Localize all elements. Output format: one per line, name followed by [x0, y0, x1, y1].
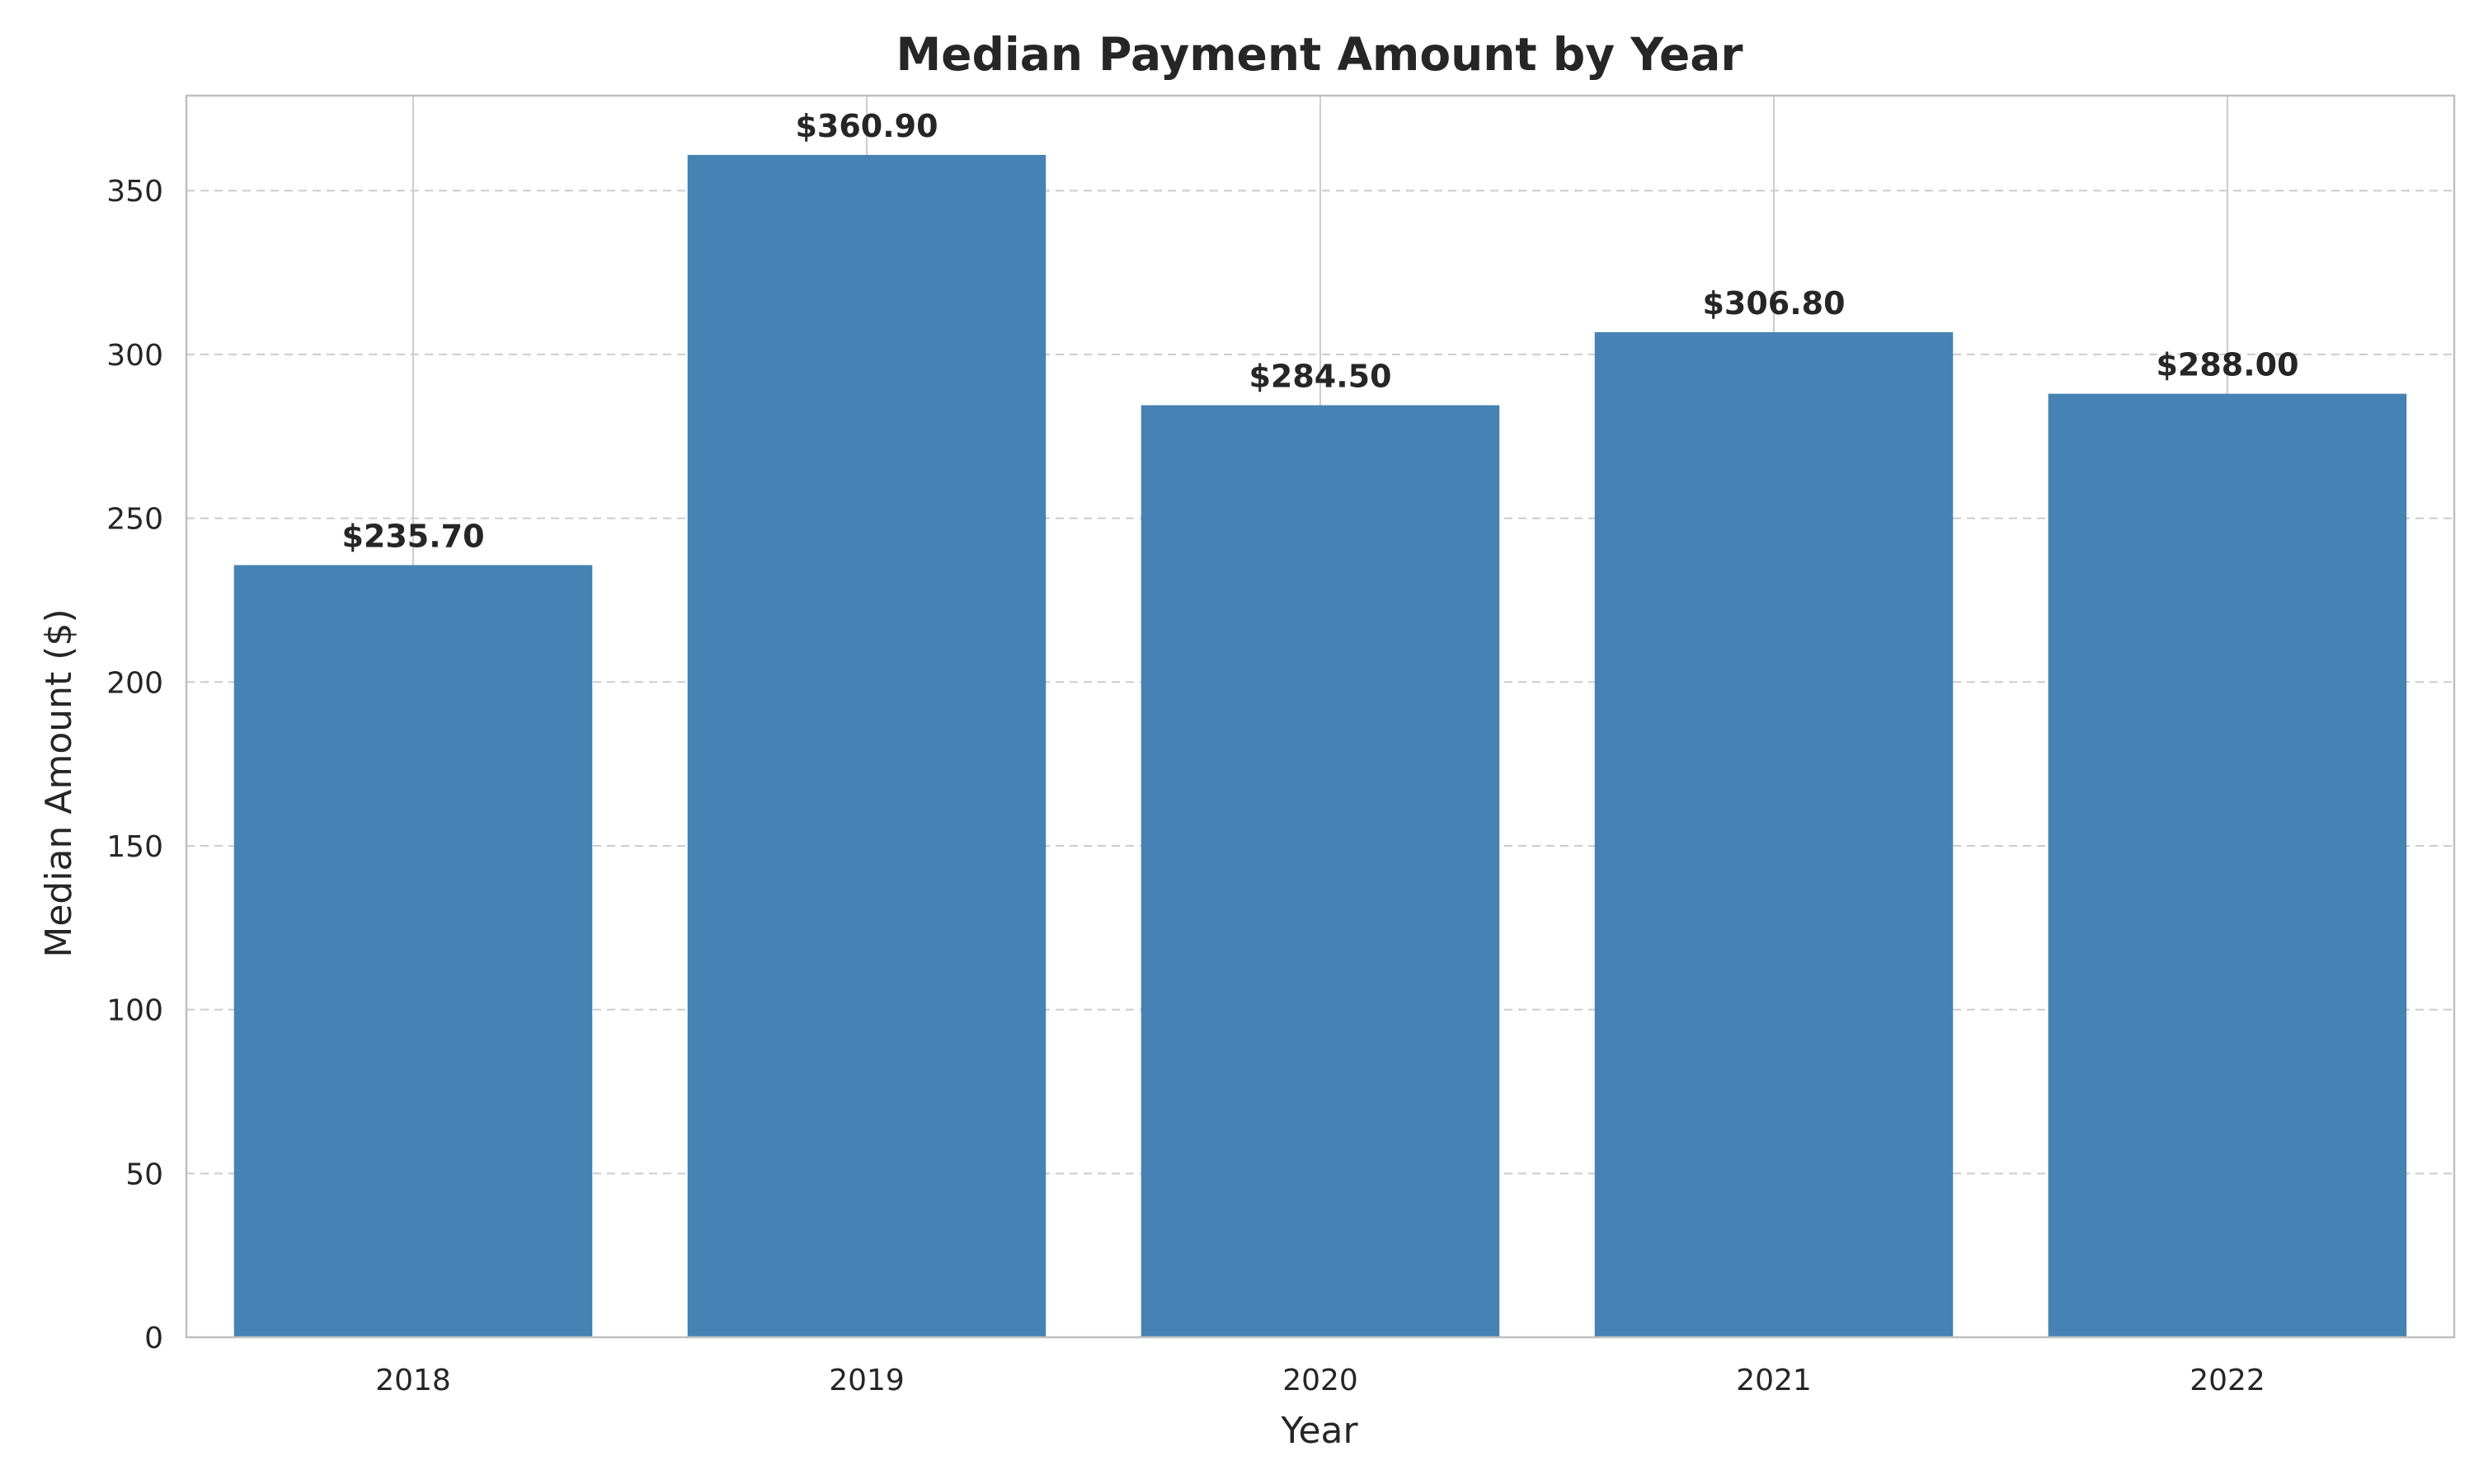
y-tick-label: 250: [106, 503, 163, 537]
bar-2021: [1594, 331, 1954, 1337]
y-tick-label: 350: [106, 175, 163, 209]
data-label-2020: $284.50: [1249, 359, 1391, 395]
data-label-2022: $288.00: [2156, 347, 2298, 383]
x-axis-label: Year: [1280, 1410, 1358, 1452]
data-label-2018: $235.70: [341, 518, 484, 554]
x-tick-label-2020: 2020: [1282, 1364, 1358, 1397]
bar-2022: [2048, 393, 2407, 1338]
plot-frame: [185, 94, 2456, 1339]
bar-2018: [233, 565, 593, 1337]
x-tick-label-2019: 2019: [829, 1364, 905, 1397]
data-label-2021: $306.80: [1702, 285, 1845, 322]
y-tick-label: 0: [144, 1322, 163, 1355]
y-axis-label: Median Amount ($): [38, 608, 80, 957]
tick-labels: 0 50 100 150 200 250 300 350 2018 2019 2020 2021 202…: [106, 175, 2265, 1397]
x-tick-label-2022: 2022: [2189, 1364, 2265, 1397]
bar-2020: [1141, 405, 1500, 1337]
y-tick-label: 50: [125, 1158, 163, 1191]
y-tick-label: 100: [106, 994, 163, 1028]
x-tick-label-2018: 2018: [375, 1364, 451, 1397]
chart-title: Median Payment Amount by Year: [896, 28, 1743, 81]
x-tick-label-2021: 2021: [1736, 1364, 1812, 1397]
y-tick-label: 200: [106, 666, 163, 700]
y-tick-label: 300: [106, 339, 163, 373]
bars: [233, 154, 2407, 1338]
y-tick-label: 150: [106, 830, 163, 864]
bar-2019: [687, 154, 1047, 1338]
data-labels: $235.70 $360.90 $284.50 $306.80 $288.00: [341, 108, 2298, 554]
data-label-2019: $360.90: [795, 108, 938, 144]
